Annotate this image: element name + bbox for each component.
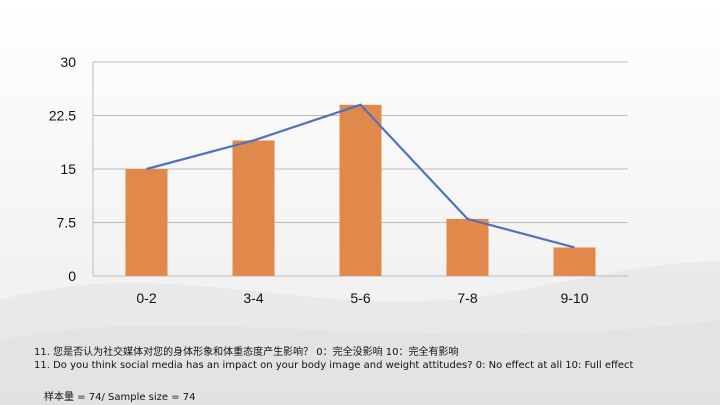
y-tick-label: 22.5 [49,108,76,124]
bar-chart: 0 7.5 15 22.5 30 0-2 3-4 5-6 7-8 9-10 [49,54,628,306]
bar-0-2 [125,169,168,276]
x-tick-label: 5-6 [350,290,370,306]
x-tick-label: 0-2 [136,290,156,306]
question-chinese: 11. 您是否认为社交媒体对您的身体形象和体重态度产生影响？ 0：完全没影响 1… [34,347,459,358]
y-tick-label: 7.5 [57,215,77,231]
x-tick-label: 7-8 [457,290,477,306]
bar-9-10 [553,247,596,276]
sample-size-label: 样本量 = 74/ Sample size = 74 [44,392,196,403]
question-english: 11. Do you think social media has an imp… [34,360,634,371]
y-axis-ticks: 0 7.5 15 22.5 30 [49,54,76,284]
y-tick-label: 0 [68,268,76,284]
bars [125,104,596,276]
x-axis-ticks: 0-2 3-4 5-6 7-8 9-10 [136,290,588,306]
bar-7-8 [446,218,489,276]
bar-3-4 [232,140,275,276]
y-tick-label: 30 [60,54,76,70]
trend-line-path [146,103,575,249]
x-tick-label: 9-10 [560,290,588,306]
y-tick-label: 15 [60,161,76,177]
x-tick-label: 3-4 [243,290,263,306]
trend-line [146,103,575,249]
bar-5-6 [339,104,382,276]
